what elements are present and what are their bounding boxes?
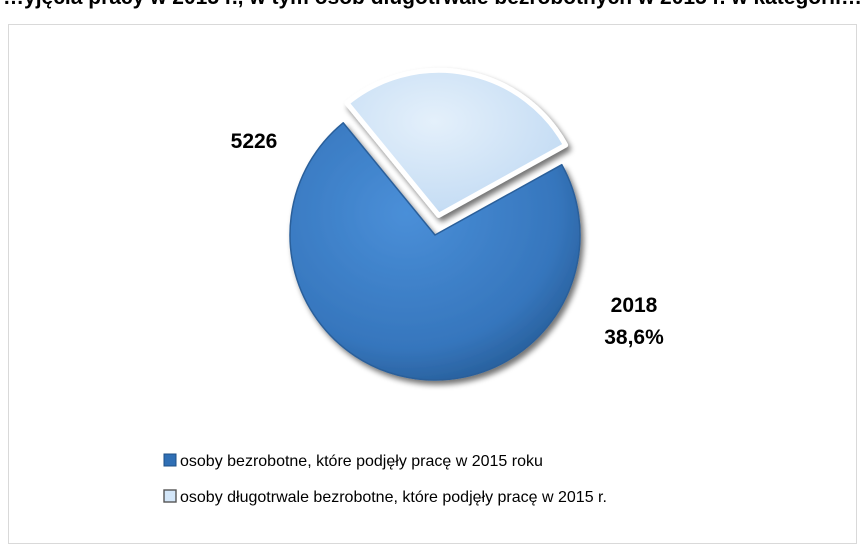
slice-label-0: 5226 — [231, 130, 278, 153]
chart-title: …yjęcia pracy w 2015 r., w tym osób dług… — [0, 0, 865, 10]
slice-label-1: 2018 — [611, 294, 658, 317]
legend-swatch-0 — [163, 453, 177, 467]
legend: osoby bezrobotne, które podjęły pracę w … — [163, 453, 607, 506]
legend-item-0: osoby bezrobotne, które podjęły pracę w … — [163, 453, 543, 470]
pie-slice-0 — [289, 122, 581, 381]
legend-item-1: osoby długotrwale bezrobotne, które podj… — [163, 489, 607, 506]
legend-label-0: osoby bezrobotne, które podjęły pracę w … — [180, 453, 543, 470]
legend-label-1: osoby długotrwale bezrobotne, które podj… — [180, 489, 607, 506]
pie-slice-1 — [344, 67, 569, 218]
slice-percent-label-1: 38,6% — [604, 326, 664, 349]
legend-swatch-1 — [163, 489, 177, 503]
pie-chart: 5226 2018 38,6% osoby bezrobotne, które … — [163, 67, 664, 506]
